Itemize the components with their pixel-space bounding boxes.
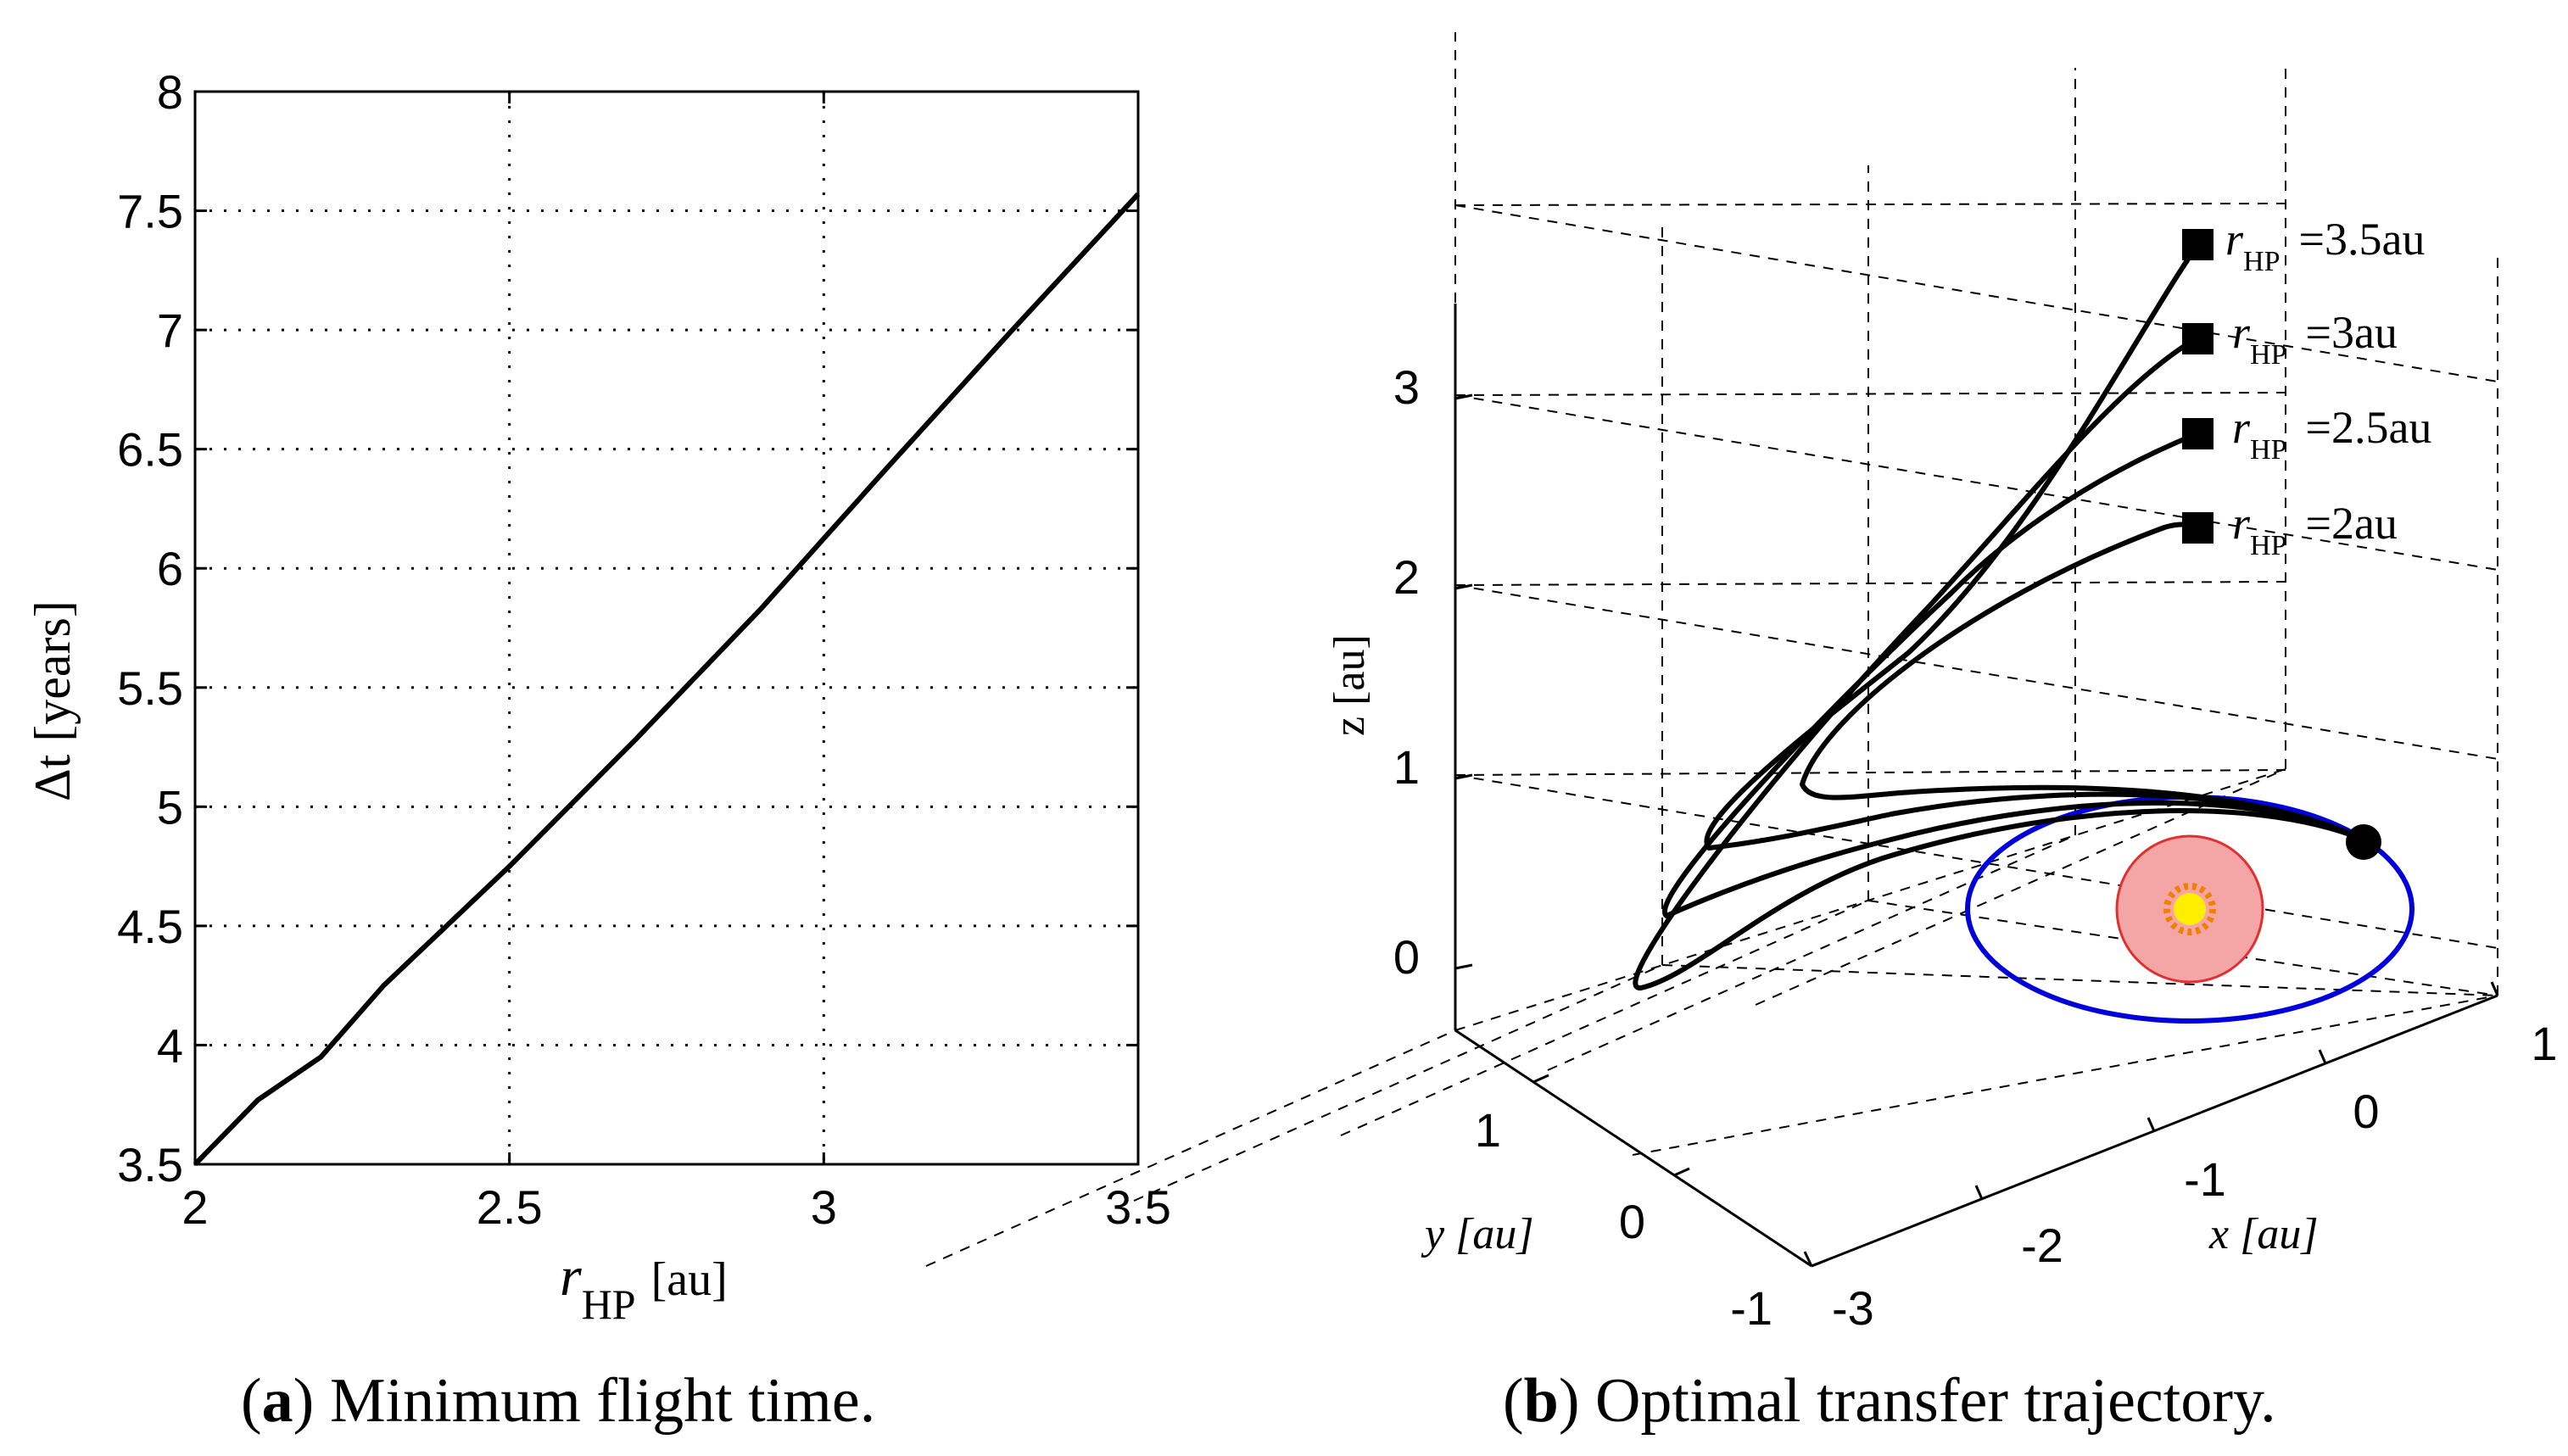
caption-a-label: a [261,1366,293,1436]
trajectory-rhp-2-5 [1662,431,2366,918]
y-tick-labels: 1 0 -1 [1475,1103,1772,1335]
x-tick-label: -3 [1832,1281,1874,1335]
sun-icon [2163,883,2216,935]
y-tick-label: 3.5 [117,1138,183,1191]
z-tick-label: 0 [1393,930,1420,984]
z-tick-label: 1 [1393,740,1420,794]
z-axis-label: z [au] [1326,634,1374,736]
x-axis-label: x [au] [2208,1210,2319,1258]
y-tick-label: 7.5 [117,185,183,238]
departure-point [2346,824,2381,860]
axis-ticks [193,90,1140,1166]
y-tick-label: 6.5 [117,423,183,477]
grid-3d [925,32,2498,1267]
x-tick-labels: -3 -2 -1 0 1 [1832,1017,2558,1335]
y-tick-label: 7 [157,304,183,357]
y-tick-labels: 3.5 4 4.5 5 5.5 6 6.5 7 7.5 8 [117,65,183,1191]
x-tick-label: 2 [181,1180,208,1234]
caption-a: (a) Minimum flight time. [241,1366,876,1436]
y-tick-label: 6 [157,542,183,595]
x-tick-label: -2 [2021,1219,2063,1272]
y-axis-label: y [au] [1421,1210,1534,1258]
arrival-marker-rhp-2-5 [2182,418,2214,449]
caption-b-text: Optimal transfer trajectory. [1594,1366,2276,1436]
y-tick-label: 5 [157,780,183,834]
x-tick-label: -1 [2184,1152,2226,1206]
z-tick-labels: 0 1 2 3 [1393,360,1420,984]
legend: rHP =3.5au rHP =3au rHP =2.5au rHP =2au [2182,214,2431,561]
grid [195,92,1138,1164]
y-tick-label: 8 [157,65,183,119]
trajectory-rhp-3 [1633,335,2366,990]
legend-label-rhp-2: rHP =2au [2232,498,2398,561]
y-tick-label: 5.5 [117,661,183,715]
legend-label-rhp-3: rHP =3au [2232,307,2398,371]
x-tick-label: 0 [2353,1085,2379,1138]
panel-b-optimal-transfer-trajectory: 0 1 2 3 1 0 -1 -3 -2 -1 0 1 z [au] y [au… [925,32,2558,1335]
legend-label-rhp-2-5: rHP =2.5au [2232,402,2431,466]
z-tick-label: 3 [1393,360,1420,414]
x-tick-label: 1 [2531,1017,2557,1070]
x-axis-label: rHP [au] [560,1246,728,1328]
axis-ticks-3d [1454,393,2499,1268]
x-tick-label: 2.5 [477,1180,543,1234]
arrival-marker-rhp-2 [2182,512,2214,544]
y-tick-label: 4 [157,1018,183,1072]
arrival-marker-rhp-3-5 [2182,229,2214,260]
trajectory-rhp-2 [1800,522,2366,842]
caption-a-text: Minimum flight time. [329,1366,876,1436]
y-tick-label: 4.5 [117,900,183,953]
y-tick-label: 0 [1619,1195,1645,1248]
plot-area-frame [193,90,1140,1166]
x-tick-labels: 2 2.5 3 3.5 [181,1180,1171,1234]
trajectory-rhp-3-5 [1704,242,2366,851]
y-tick-label: -1 [1730,1281,1772,1335]
flight-time-series-line [193,192,1141,1167]
arrival-marker-rhp-3 [2182,323,2214,354]
x-tick-label: 3 [811,1180,837,1234]
z-tick-label: 2 [1393,550,1420,604]
caption-b-label: b [1523,1366,1559,1436]
x-tick-label: 3.5 [1105,1180,1171,1234]
trajectories [1633,242,2366,990]
panel-a-minimum-flight-time: 2 2.5 3 3.5 3.5 4 4.5 5 5.5 6 6.5 7 7.5 8 rHP [au] Δt… [25,65,1171,1328]
legend-label-rhp-3-5: rHP =3.5au [2225,214,2425,277]
caption-b: (b) Optimal transfer trajectory. [1503,1366,2276,1436]
y-axis-label: Δt [years] [25,600,81,801]
y-tick-label: 1 [1475,1103,1501,1157]
